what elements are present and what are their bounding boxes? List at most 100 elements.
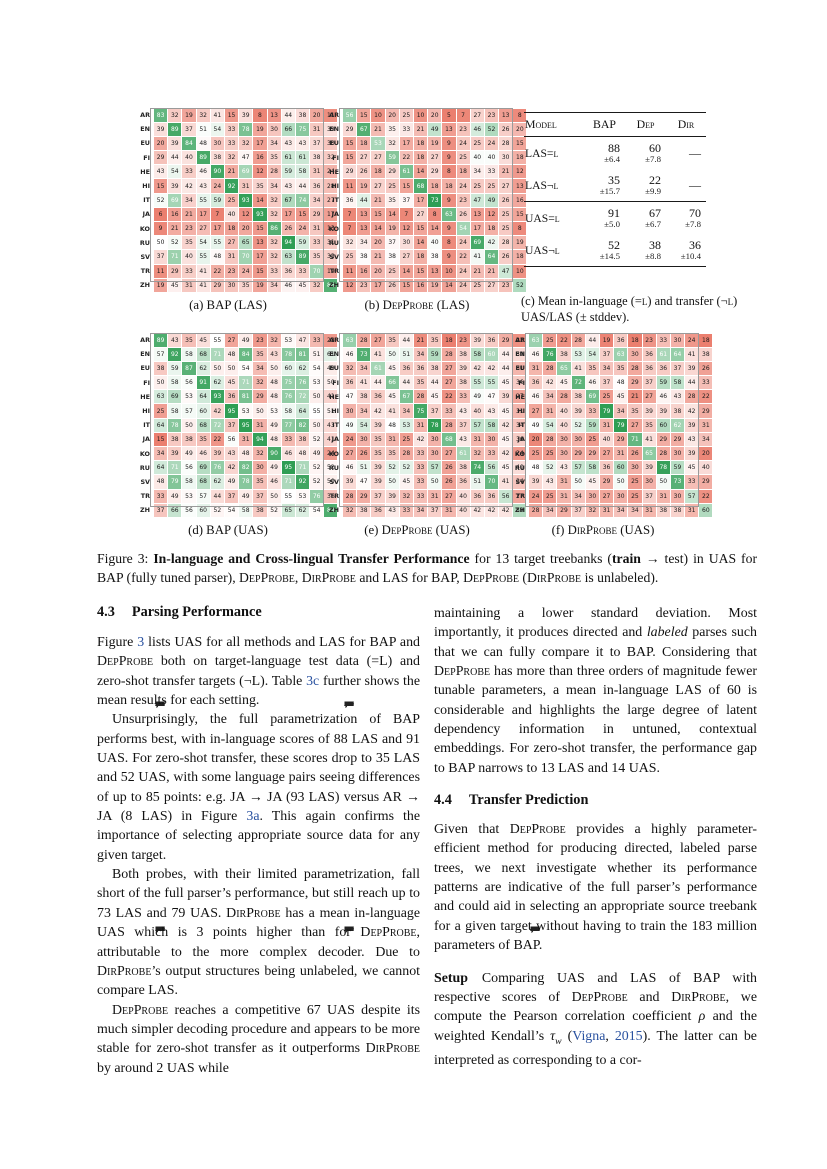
row-label-tr: TR bbox=[515, 492, 525, 501]
heatmap-cell: 38 bbox=[356, 389, 372, 405]
heatmap-cell: 29 bbox=[209, 277, 225, 293]
heatmap-cell: 84 bbox=[181, 135, 197, 152]
heatmap-cell: 36 bbox=[483, 332, 500, 348]
heatmap-cell: 55 bbox=[280, 488, 296, 504]
col-label-eu: EU bbox=[155, 925, 165, 933]
heatmap-cell: 27 bbox=[412, 206, 429, 223]
heatmap-cell: 29 bbox=[341, 164, 358, 180]
heatmap-cell: 28 bbox=[498, 235, 514, 251]
heatmap-cell: 18 bbox=[223, 220, 240, 237]
heatmap-cell: 74 bbox=[469, 460, 485, 476]
table-header: Dir bbox=[677, 117, 695, 131]
heatmap-cell: 32 bbox=[398, 488, 414, 504]
heatmap-cell: 56 bbox=[223, 431, 240, 448]
heatmap-cell: 54 bbox=[584, 346, 600, 362]
ref-2015[interactable]: 2015 bbox=[614, 1028, 643, 1044]
heatmap-cell: 46 bbox=[280, 277, 296, 293]
heatmap-cell: 71 bbox=[627, 431, 643, 448]
heatmap-cell: 28 bbox=[356, 332, 372, 348]
heatmap-cell: 33 bbox=[309, 332, 325, 348]
col-label-fi: FI bbox=[156, 700, 164, 708]
col-label-he: HE bbox=[344, 925, 354, 933]
heatmap-cell: 57 bbox=[570, 460, 586, 476]
heatmap-cell: 36 bbox=[398, 360, 414, 377]
heatmap-cell: 39 bbox=[455, 360, 471, 377]
heatmap-cell: 36 bbox=[641, 346, 657, 362]
heatmap-cell: 95 bbox=[238, 417, 254, 433]
heatmap-cell: 39 bbox=[341, 474, 358, 490]
heatmap-cell: 43 bbox=[294, 135, 311, 152]
heatmap-cell: 28 bbox=[570, 332, 586, 348]
heatmap-cell: 18 bbox=[627, 332, 643, 348]
col-label-ko: KO bbox=[155, 925, 166, 933]
heatmap-cell: 66 bbox=[167, 502, 183, 518]
ref-figure-3[interactable]: 3 bbox=[137, 635, 145, 650]
heatmap-cell: 29 bbox=[570, 445, 586, 462]
heatmap-cell: 30 bbox=[209, 135, 225, 152]
heatmap-cell: 58 bbox=[181, 474, 197, 490]
heatmap-cell: 58 bbox=[181, 346, 197, 362]
heatmap-cell: 32 bbox=[266, 206, 282, 223]
heatmap-cell: 64 bbox=[152, 460, 169, 476]
heatmap-cell: 23 bbox=[483, 107, 500, 123]
heatmap-cell: 54 bbox=[356, 417, 372, 433]
heatmap-cell: 34 bbox=[266, 135, 282, 152]
heatmap-cell: 42 bbox=[469, 502, 485, 518]
heatmap-cell: 73 bbox=[669, 474, 686, 490]
heatmap-cell: 13 bbox=[469, 206, 485, 223]
heatmap-cell: 50 bbox=[384, 474, 400, 490]
heatmap-cell: 38 bbox=[427, 360, 443, 377]
heatmap-cell: 93 bbox=[252, 206, 268, 223]
heatmap-cell: 31 bbox=[469, 431, 485, 448]
heatmap-cell: 49 bbox=[167, 488, 183, 504]
heatmap-cell: 53 bbox=[398, 417, 414, 433]
heatmap-cell: 56 bbox=[483, 460, 500, 476]
heatmap-cell: 33 bbox=[266, 263, 282, 279]
heatmap-cell: 72 bbox=[570, 375, 586, 391]
heatmap-cell: 22 bbox=[441, 389, 457, 405]
heatmap-cell: 9 bbox=[441, 135, 457, 152]
ref-table-3c[interactable]: 3c bbox=[306, 673, 320, 689]
heatmap-cell: 44 bbox=[398, 375, 414, 391]
table-value-cell: 22 ±9.9 bbox=[645, 173, 661, 196]
row-label-ru: RU bbox=[514, 463, 525, 472]
heatmap-cell: 29 bbox=[598, 474, 615, 490]
heatmap-cell: 27 bbox=[370, 178, 386, 194]
heatmap-cell: 19 bbox=[323, 263, 339, 279]
heatmap-cell: 26 bbox=[441, 460, 457, 476]
heatmap-cell: 15 bbox=[341, 150, 358, 166]
heatmap-cell: 58 bbox=[469, 346, 485, 362]
ref-figure-3a[interactable]: 3a bbox=[246, 809, 260, 825]
mean-results-table: Model BAP Dep Dir LAS=l 88 ±6.4 60 ±7.8 — LAS¬l 35 ±… bbox=[524, 112, 706, 267]
heatmap-cell: 50 bbox=[152, 375, 169, 391]
heatmap-cell: 26 bbox=[698, 360, 714, 377]
heatmap-cell: 50 bbox=[323, 375, 339, 391]
table-value-cell: 67 ±6.7 bbox=[645, 206, 661, 229]
heatmap-cell: 21 bbox=[167, 220, 183, 237]
row-label-sv: SV bbox=[329, 477, 339, 486]
ref-vigna[interactable]: Vigna bbox=[572, 1028, 606, 1044]
heatmap-cell: 38 bbox=[181, 431, 197, 448]
heatmap-cell: 31 bbox=[698, 417, 714, 433]
heatmap-cell: 35 bbox=[641, 417, 657, 433]
heatmap-cell: 13 bbox=[356, 220, 372, 237]
heatmap-cell: 39 bbox=[370, 460, 386, 476]
heatmap-cell: 53 bbox=[294, 488, 311, 504]
col-label-ja: JA bbox=[345, 700, 353, 708]
heatmap-cell: 62 bbox=[294, 502, 311, 518]
heatmap-cell: 33 bbox=[412, 460, 429, 476]
heatmap-cell: 37 bbox=[669, 360, 686, 377]
row-label-ru: RU bbox=[139, 463, 150, 472]
heatmap-cell: 43 bbox=[455, 431, 471, 448]
row-label-fi: FI bbox=[332, 378, 339, 387]
heatmap-cell: 24 bbox=[323, 445, 339, 462]
heatmap-cell: 48 bbox=[238, 445, 254, 462]
heatmap-cell: 55 bbox=[195, 192, 211, 208]
heatmap-cell: 28 bbox=[266, 164, 282, 180]
heatmap-cell: 18 bbox=[698, 332, 714, 348]
col-label-ko: KO bbox=[344, 700, 355, 708]
heatmap-cell: 39 bbox=[527, 474, 544, 490]
heatmap-cell: 30 bbox=[556, 431, 572, 448]
heatmap-cell: 78 bbox=[167, 417, 183, 433]
heatmap-cell: 6 bbox=[152, 206, 169, 223]
